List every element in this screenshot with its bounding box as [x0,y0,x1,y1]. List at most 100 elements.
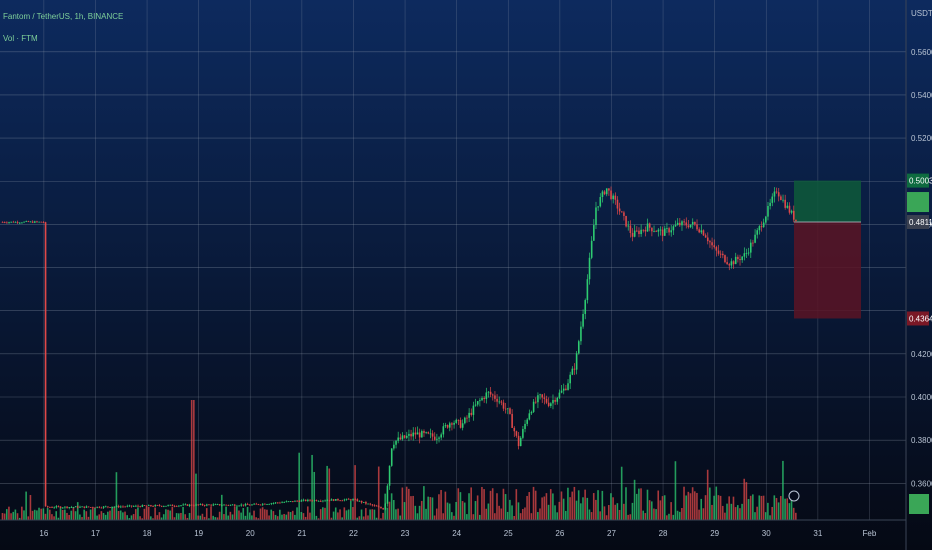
candle-body [717,250,720,254]
volume-bar [635,493,638,520]
volume-bar [534,490,537,520]
candle-body [165,505,167,507]
candle-body [633,230,636,237]
candle-body [214,504,217,506]
volume-bar [244,515,247,520]
candle-body [777,192,780,197]
candle-body [795,219,797,222]
volume-bar [427,496,429,520]
candle-body [124,506,126,508]
candle-body [307,499,309,501]
candle-body [66,506,68,508]
candle-body [332,499,335,501]
candle-body [356,499,359,502]
candle-body [352,499,354,501]
volume-bar [365,508,367,520]
candle-body [173,505,176,507]
candle-body [150,505,152,507]
x-tick-label: 30 [762,529,771,538]
volume-bar [618,509,621,520]
volume-legend[interactable]: Vol · FTM [3,34,38,43]
current-price-highlight [907,192,929,213]
candle-body [769,202,771,206]
volume-bar [429,497,432,520]
volume-bar [588,509,591,520]
candle-body [651,227,653,232]
candle-body [345,498,348,500]
volume-bar [193,400,195,520]
candle-body [739,259,741,261]
volume-bar [276,516,279,520]
candle-body [782,199,784,201]
volume-bar [582,497,584,520]
volume-bar [375,517,378,520]
volume-bar [345,510,348,520]
volume-bar [268,515,270,520]
candle-body [300,500,303,502]
candle-body [68,507,71,508]
candle-body [556,397,559,402]
volume-bar [530,513,533,520]
candle-body [14,221,17,223]
volume-bar [195,473,197,520]
candle-body [87,506,90,508]
candle-body [603,191,606,195]
volume-bar [459,492,462,520]
candle-body [289,501,292,502]
volume-bar [408,488,410,520]
volume-bar [489,490,492,520]
volume-bar [631,502,634,520]
candle-body [646,223,649,232]
candle-body [128,505,131,507]
candle-body [416,432,419,435]
candle-body [107,506,109,508]
volume-bar [446,502,449,520]
candle-body [494,395,496,399]
volume-bar [524,507,526,520]
volume-bar [395,509,397,520]
symbol-legend[interactable]: Fantom / TetherUS, 1h, BINANCE [3,12,124,21]
candle-body [575,353,578,370]
candle-body [257,504,260,505]
candle-body [145,505,148,507]
candle-body [534,401,537,403]
candle-body [337,499,339,501]
candle-body [429,433,432,435]
volume-bar [128,518,131,520]
grid [0,0,906,520]
candle-body [231,504,234,506]
candle-body [264,503,266,505]
volume-bar [229,511,232,520]
candle-body [502,402,505,409]
x-tick-label: 22 [349,529,358,538]
volume-bar [433,515,436,520]
volume-bar [590,512,593,520]
candle-body [279,502,281,504]
volume-bar [240,512,242,520]
volume-bar [747,499,750,520]
candle-body [436,438,438,440]
volume-bar [528,492,531,520]
candle-body [343,499,346,501]
volume-bar [89,509,92,520]
long-position-tool[interactable] [794,180,861,319]
volume-bar [259,508,262,520]
volume-bar [491,488,494,520]
volume-bar [236,506,238,520]
candle-body [552,400,554,404]
candle-body [689,224,692,228]
candle-body [388,465,391,486]
volume-bar [681,507,683,520]
candle-body [79,506,81,508]
volume-bar [435,508,438,520]
volume-bar [27,516,30,520]
candle-body [433,436,436,440]
volume-bar [562,498,565,520]
candle-body [765,216,767,223]
volume-bar [225,506,227,520]
volume-bar [289,512,292,520]
volume-bar [564,510,567,520]
